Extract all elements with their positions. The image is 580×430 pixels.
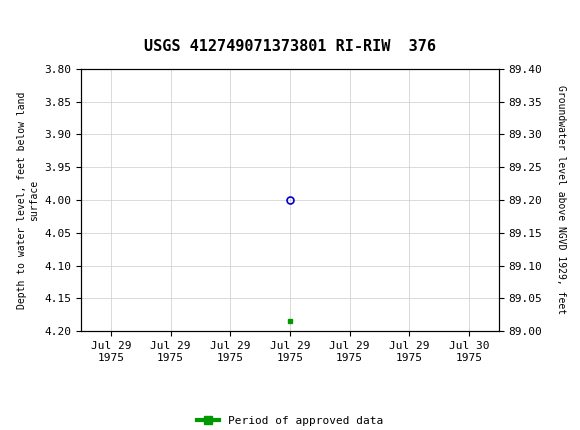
Legend: Period of approved data: Period of approved data: [193, 412, 387, 430]
Text: USGS: USGS: [32, 12, 85, 33]
Y-axis label: Depth to water level, feet below land
surface: Depth to water level, feet below land su…: [16, 91, 39, 309]
Text: ≡: ≡: [9, 9, 32, 37]
Y-axis label: Groundwater level above NGVD 1929, feet: Groundwater level above NGVD 1929, feet: [556, 86, 566, 314]
Text: USGS 412749071373801 RI-RIW  376: USGS 412749071373801 RI-RIW 376: [144, 39, 436, 54]
